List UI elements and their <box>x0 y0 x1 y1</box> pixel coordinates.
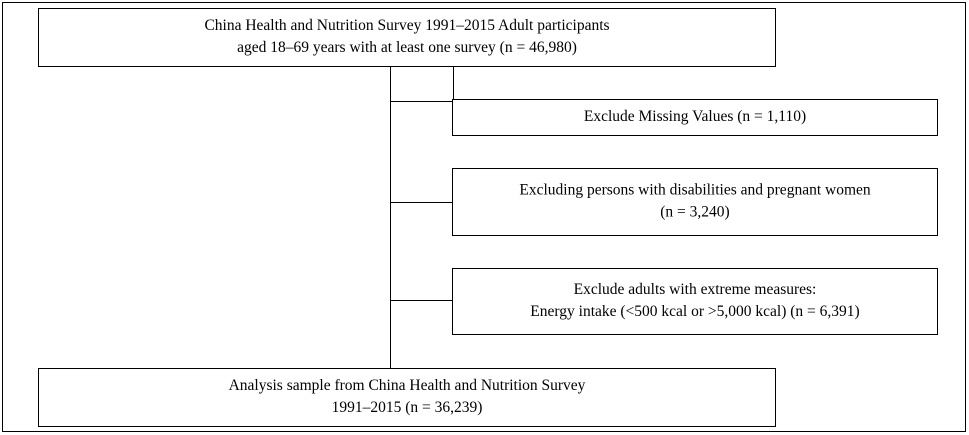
flow-box <box>452 99 938 136</box>
boxes: China Health and Nutrition Survey 1991–2… <box>38 8 938 427</box>
box-text: Excluding persons with disabilities and … <box>519 182 871 199</box>
box-text: China Health and Nutrition Survey 1991–2… <box>204 17 609 34</box>
box-text: Exclude Missing Values (n = 1,110) <box>584 108 806 125</box>
box-text: 1991–2015 (n = 36,239) <box>332 399 483 416</box>
flow-box <box>452 268 938 335</box>
flow-box <box>38 8 776 67</box>
flow-box <box>38 368 776 427</box>
box-text: aged 18–69 years with at least one surve… <box>237 39 577 56</box>
box-text: Exclude adults with extreme measures: <box>574 281 817 298</box>
box-text: (n = 3,240) <box>660 204 729 221</box>
flow-box <box>452 168 938 236</box>
box-text: Energy intake (<500 kcal or >5,000 kcal)… <box>530 303 859 320</box>
box-text: Analysis sample from China Health and Nu… <box>229 377 586 394</box>
